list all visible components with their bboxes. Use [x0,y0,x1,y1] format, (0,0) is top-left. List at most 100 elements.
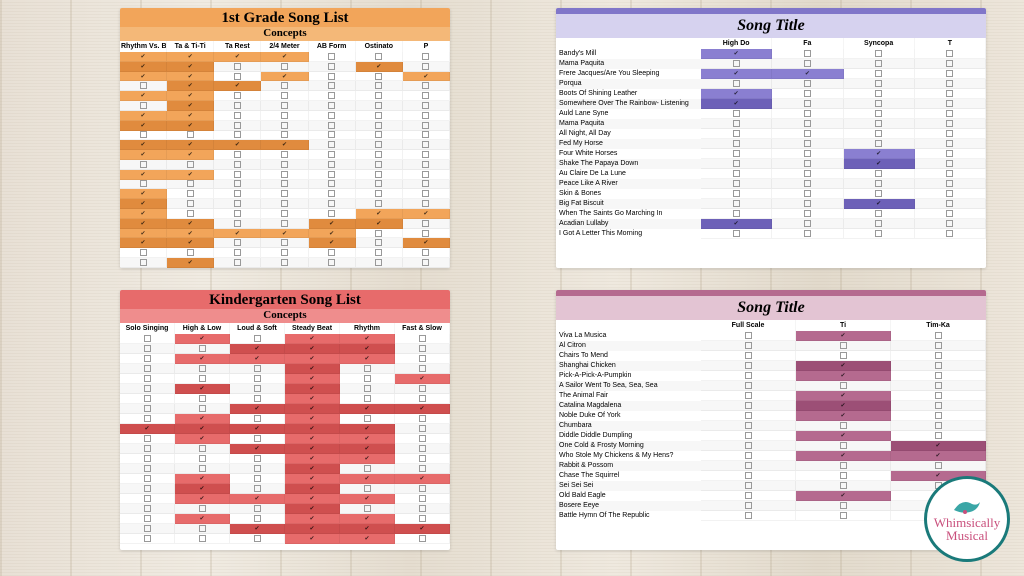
unchecked-cell[interactable] [230,414,285,424]
unchecked-cell[interactable] [701,331,796,341]
checked-cell[interactable] [395,374,450,384]
checked-cell[interactable] [309,219,356,229]
checked-cell[interactable] [340,454,395,464]
checked-cell[interactable] [285,444,340,454]
unchecked-cell[interactable] [395,444,450,454]
checked-cell[interactable] [120,189,167,199]
unchecked-cell[interactable] [403,101,450,111]
unchecked-cell[interactable] [403,121,450,131]
checked-cell[interactable] [356,62,403,72]
checked-cell[interactable] [120,140,167,150]
checked-cell[interactable] [844,149,915,159]
unchecked-cell[interactable] [403,91,450,101]
unchecked-cell[interactable] [120,494,175,504]
checked-cell[interactable] [395,474,450,484]
unchecked-cell[interactable] [120,101,167,111]
unchecked-cell[interactable] [915,69,986,79]
checked-cell[interactable] [285,434,340,444]
checked-cell[interactable] [230,404,285,414]
checked-cell[interactable] [285,494,340,504]
unchecked-cell[interactable] [915,59,986,69]
unchecked-cell[interactable] [356,199,403,209]
unchecked-cell[interactable] [309,189,356,199]
unchecked-cell[interactable] [915,169,986,179]
checked-cell[interactable] [285,394,340,404]
unchecked-cell[interactable] [261,91,308,101]
checked-cell[interactable] [120,72,167,82]
unchecked-cell[interactable] [891,351,986,361]
unchecked-cell[interactable] [120,160,167,170]
checked-cell[interactable] [261,52,308,62]
unchecked-cell[interactable] [214,238,261,248]
checked-cell[interactable] [175,424,230,434]
unchecked-cell[interactable] [175,394,230,404]
unchecked-cell[interactable] [214,150,261,160]
unchecked-cell[interactable] [701,79,772,89]
checked-cell[interactable] [340,404,395,414]
checked-cell[interactable] [403,238,450,248]
unchecked-cell[interactable] [214,199,261,209]
unchecked-cell[interactable] [395,504,450,514]
checked-cell[interactable] [796,331,891,341]
unchecked-cell[interactable] [772,229,843,239]
unchecked-cell[interactable] [261,160,308,170]
unchecked-cell[interactable] [701,119,772,129]
unchecked-cell[interactable] [214,219,261,229]
unchecked-cell[interactable] [891,401,986,411]
unchecked-cell[interactable] [167,131,214,141]
unchecked-cell[interactable] [175,404,230,414]
unchecked-cell[interactable] [395,394,450,404]
checked-cell[interactable] [120,52,167,62]
checked-cell[interactable] [230,524,285,534]
unchecked-cell[interactable] [844,49,915,59]
unchecked-cell[interactable] [772,79,843,89]
unchecked-cell[interactable] [772,209,843,219]
unchecked-cell[interactable] [175,534,230,544]
unchecked-cell[interactable] [120,454,175,464]
unchecked-cell[interactable] [230,374,285,384]
unchecked-cell[interactable] [403,199,450,209]
unchecked-cell[interactable] [772,49,843,59]
unchecked-cell[interactable] [120,444,175,454]
checked-cell[interactable] [285,424,340,434]
unchecked-cell[interactable] [796,481,891,491]
unchecked-cell[interactable] [701,139,772,149]
checked-cell[interactable] [285,534,340,544]
checked-cell[interactable] [120,121,167,131]
checked-cell[interactable] [214,229,261,239]
unchecked-cell[interactable] [915,179,986,189]
unchecked-cell[interactable] [340,364,395,374]
unchecked-cell[interactable] [772,139,843,149]
unchecked-cell[interactable] [891,361,986,371]
unchecked-cell[interactable] [356,180,403,190]
checked-cell[interactable] [167,62,214,72]
unchecked-cell[interactable] [395,334,450,344]
unchecked-cell[interactable] [395,364,450,374]
unchecked-cell[interactable] [356,150,403,160]
unchecked-cell[interactable] [175,444,230,454]
unchecked-cell[interactable] [120,394,175,404]
unchecked-cell[interactable] [403,189,450,199]
checked-cell[interactable] [285,354,340,364]
checked-cell[interactable] [230,344,285,354]
checked-cell[interactable] [356,219,403,229]
unchecked-cell[interactable] [261,131,308,141]
unchecked-cell[interactable] [844,79,915,89]
unchecked-cell[interactable] [796,381,891,391]
checked-cell[interactable] [395,524,450,534]
checked-cell[interactable] [285,414,340,424]
unchecked-cell[interactable] [230,484,285,494]
unchecked-cell[interactable] [309,111,356,121]
checked-cell[interactable] [175,434,230,444]
unchecked-cell[interactable] [356,91,403,101]
unchecked-cell[interactable] [340,484,395,494]
unchecked-cell[interactable] [214,180,261,190]
unchecked-cell[interactable] [891,331,986,341]
unchecked-cell[interactable] [309,258,356,268]
checked-cell[interactable] [701,89,772,99]
checked-cell[interactable] [120,111,167,121]
checked-cell[interactable] [285,474,340,484]
checked-cell[interactable] [340,474,395,484]
unchecked-cell[interactable] [261,180,308,190]
checked-cell[interactable] [285,524,340,534]
